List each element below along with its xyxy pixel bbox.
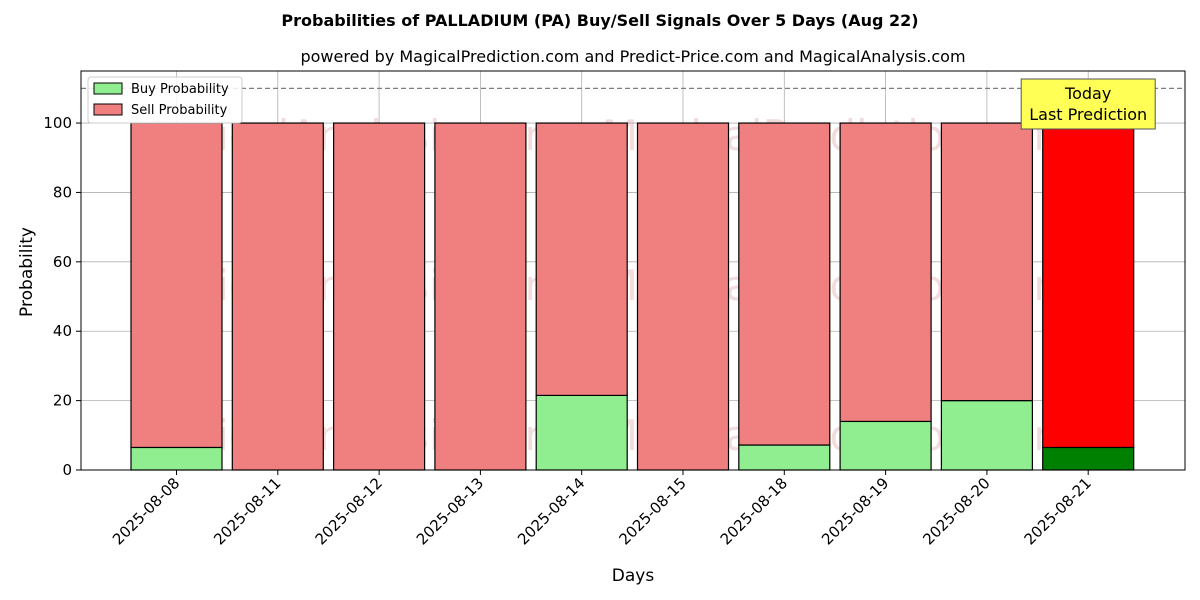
sell-bar [333, 122, 426, 471]
x-tick-label: 2025-08-08 [109, 474, 183, 548]
x-tick-label: 2025-08-15 [615, 474, 689, 548]
annotation-line: Last Prediction [1029, 105, 1147, 124]
buy-bar [738, 444, 831, 471]
y-axis-label: Probability [17, 227, 37, 317]
bars [130, 122, 1135, 471]
x-axis: 2025-08-08 2025-08-11 2025-08-12 2025-08-13… [109, 470, 1095, 548]
sell-bar [231, 122, 324, 471]
y-tick-label: 0 [62, 461, 72, 479]
x-tick-label: 2025-08-19 [818, 474, 892, 548]
buy-bar [1042, 446, 1135, 471]
x-axis-label: Days [612, 566, 655, 586]
y-tick-label: 20 [53, 392, 72, 410]
legend-box [87, 76, 243, 124]
legend-label: Sell Probability [131, 103, 228, 118]
sell-bar [940, 122, 1034, 402]
legend-swatch [93, 82, 123, 95]
sell-bar [130, 122, 223, 449]
x-tick-label: 2025-08-13 [413, 474, 487, 548]
y-axis: 0 20 40 60 80 100 [43, 114, 81, 479]
sell-bar [738, 122, 831, 446]
legend: Buy Probability Sell Probability [87, 76, 243, 124]
sell-bar [1042, 122, 1135, 449]
x-tick-label: 2025-08-12 [312, 474, 386, 548]
annotation-line: Today [1064, 84, 1111, 103]
buy-bar [839, 420, 932, 471]
chart-subtitle: powered by MagicalPrediction.com and Pre… [300, 47, 965, 66]
sell-bar [636, 122, 730, 471]
x-tick-label: 2025-08-14 [514, 474, 588, 548]
y-tick-label: 100 [43, 114, 72, 132]
x-tick-label: 2025-08-20 [919, 474, 993, 548]
buy-bar [940, 400, 1034, 471]
sell-bar [434, 122, 527, 471]
chart-title: Probabilities of PALLADIUM (PA) Buy/Sell… [281, 11, 918, 30]
x-tick-label: 2025-08-21 [1021, 474, 1095, 548]
buy-bar [535, 394, 628, 471]
y-tick-label: 40 [53, 322, 72, 340]
x-tick-label: 2025-08-11 [210, 474, 284, 548]
x-tick-label: 2025-08-18 [717, 474, 791, 548]
sell-bar [535, 122, 628, 397]
y-tick-label: 80 [53, 183, 72, 201]
legend-label: Buy Probability [131, 82, 229, 97]
sell-bar [839, 122, 932, 423]
annotation-box [1020, 78, 1156, 130]
today-annotation: Today Last Prediction [1020, 78, 1156, 130]
buy-bar [130, 446, 223, 471]
plot-frame [80, 70, 1186, 471]
y-tick-label: 60 [53, 253, 72, 271]
legend-swatch [93, 103, 123, 116]
